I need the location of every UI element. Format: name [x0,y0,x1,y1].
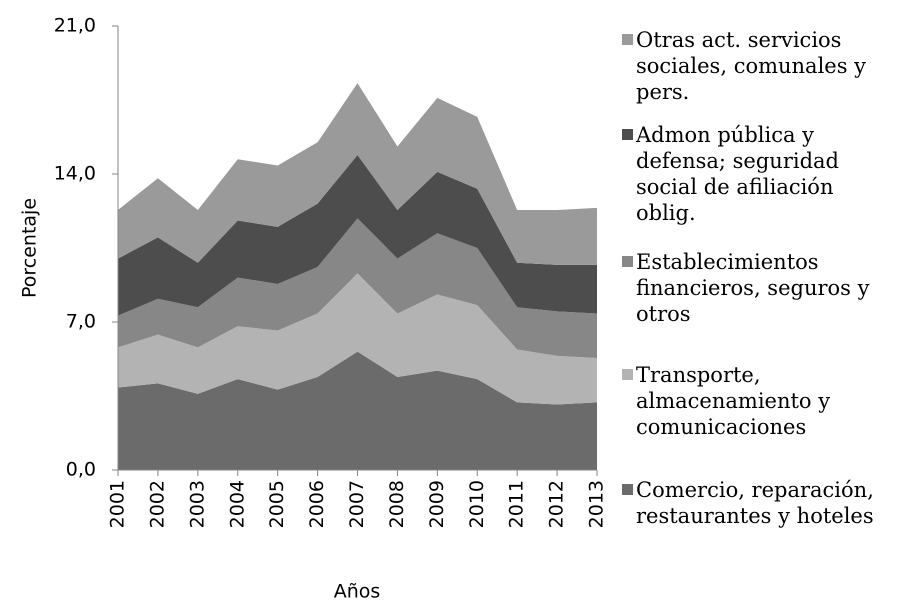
area [118,154,597,316]
legend-swatch [622,484,633,495]
legend-item: Otras act. servicios sociales, comunales… [620,27,897,105]
x-tick-label: 2004 [226,480,248,528]
legend-swatch [622,256,633,267]
y-axis-title: Porcentaje [19,198,41,298]
x-tick-label: 2008 [386,480,408,528]
area [118,273,597,405]
y-tick-label: 0,0 [66,459,96,481]
x-tick-label: 2011 [506,480,528,528]
legend-swatch [622,129,633,140]
y-tick-label: 14,0 [54,163,96,185]
legend-label: Transporte, almacenamiento y comunicacio… [636,363,831,439]
legend-item: Admon pública y defensa; seguridad socia… [620,122,897,226]
legend-swatch [622,34,633,45]
y-tick-label: 7,0 [66,311,96,333]
legend-label: Otras act. servicios sociales, comunales… [636,28,867,104]
x-tick-label: 2001 [107,480,129,528]
x-tick-label: 2006 [306,480,328,528]
legend-item: Establecimientos financieros, seguros y … [620,249,897,327]
legend-label: Admon pública y defensa; seguridad socia… [636,123,839,225]
legend-item: Comercio, reparación, restaurantes y hot… [620,477,897,529]
legend-label: Comercio, reparación, restaurantes y hot… [636,478,874,528]
area [118,351,597,470]
y-tick-label: 21,0 [54,15,96,37]
x-tick-label: 2002 [146,480,168,528]
x-axis-title: Años [334,581,381,603]
x-tick-label: 2012 [546,480,568,528]
x-tick-label: 2007 [346,480,368,528]
x-tick-label: 2013 [586,480,608,528]
area [118,218,597,358]
x-tick-label: 2010 [466,480,488,528]
legend: Otras act. servicios sociales, comunales… [620,0,897,606]
x-tick-label: 2005 [266,480,288,528]
x-tick-label: 2003 [186,480,208,528]
area [118,83,597,265]
legend-swatch [622,369,633,380]
x-tick-label: 2009 [426,480,448,528]
legend-label: Establecimientos financieros, seguros y … [636,250,870,326]
legend-item: Transporte, almacenamiento y comunicacio… [620,362,897,440]
